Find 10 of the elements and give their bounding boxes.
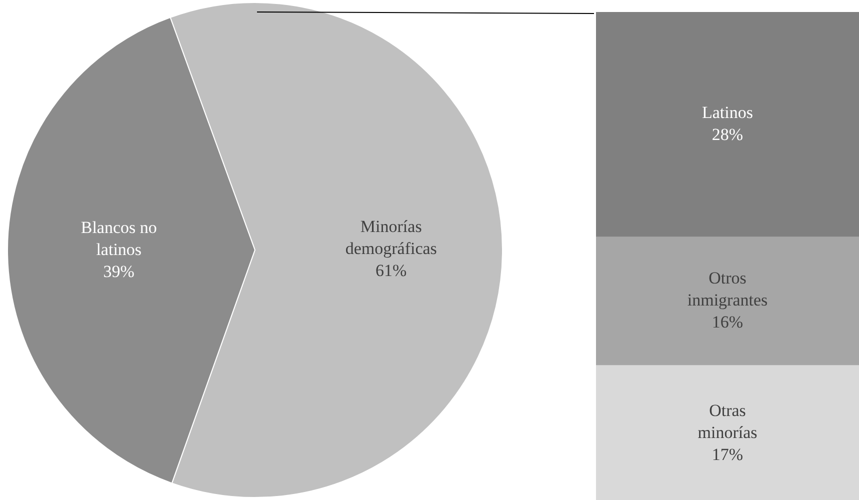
- data-label: 39%: [103, 262, 134, 281]
- data-label: 28%: [712, 124, 744, 144]
- series-label: Latinos: [702, 102, 753, 122]
- data-label: 17%: [712, 445, 744, 464]
- series-label: Otros inmigrantes: [687, 268, 768, 310]
- data-label: 16%: [712, 312, 744, 332]
- data-label: 61%: [376, 260, 407, 280]
- slice-label: Blancos no latinos: [80, 218, 157, 259]
- slice-label: Minorías demográficas: [345, 216, 437, 258]
- series-label: Otras minorías: [698, 401, 758, 442]
